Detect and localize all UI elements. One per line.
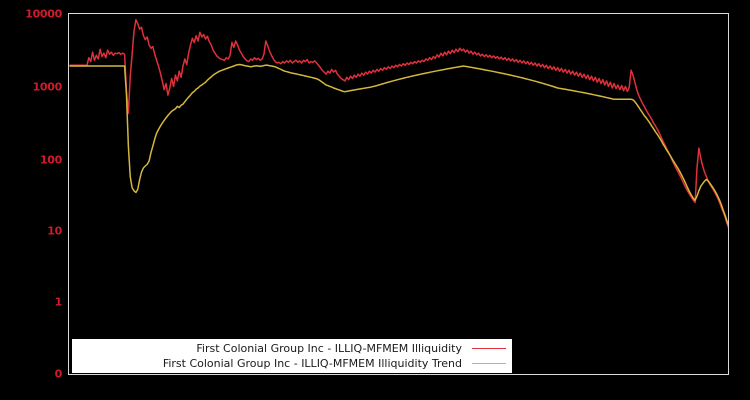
line-illiquidity bbox=[69, 19, 728, 229]
chart-legend: First Colonial Group Inc - ILLIQ-MFMEM I… bbox=[72, 339, 512, 373]
legend-swatch-illiquidity bbox=[472, 348, 506, 349]
legend-swatch-illiquidity-trend bbox=[472, 363, 506, 364]
y-tick-label-1000: 1000 bbox=[32, 80, 63, 94]
legend-label-illiquidity: First Colonial Group Inc - ILLIQ-MFMEM I… bbox=[196, 342, 462, 355]
y-tick-label-10: 10 bbox=[47, 224, 62, 238]
y-tick-label-0: 0 bbox=[54, 367, 63, 381]
line-illiquidity-trend bbox=[69, 63, 728, 226]
plot-area bbox=[68, 13, 729, 375]
y-tick-label-1: 1 bbox=[54, 295, 63, 309]
legend-item-illiquidity[interactable]: First Colonial Group Inc - ILLIQ-MFMEM I… bbox=[72, 341, 512, 356]
y-tick-label-10000: 10000 bbox=[25, 7, 62, 21]
legend-label-illiquidity-trend: First Colonial Group Inc - ILLIQ-MFMEM I… bbox=[162, 357, 462, 370]
legend-item-illiquidity-trend[interactable]: First Colonial Group Inc - ILLIQ-MFMEM I… bbox=[72, 356, 512, 371]
series-lines bbox=[69, 19, 728, 229]
y-tick-label-100: 100 bbox=[39, 153, 62, 167]
y-axis-tick-labels: 10000 1000 100 10 1 0 bbox=[0, 0, 62, 400]
